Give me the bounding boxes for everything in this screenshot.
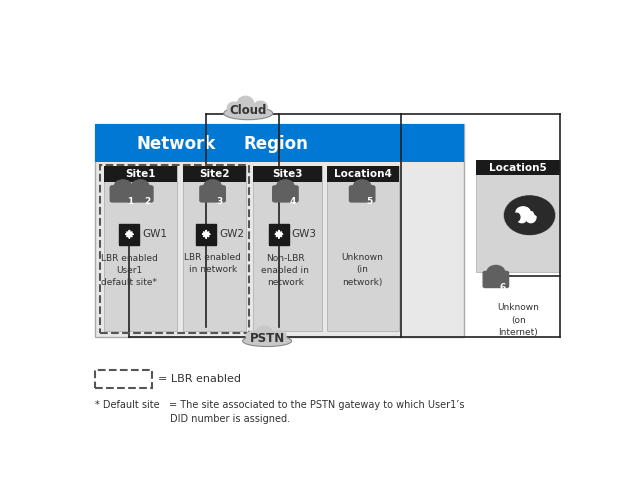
Ellipse shape [534, 207, 543, 216]
Ellipse shape [518, 218, 526, 223]
Text: Region: Region [243, 135, 308, 153]
Bar [104, 166, 177, 331]
Ellipse shape [227, 101, 242, 114]
FancyBboxPatch shape [119, 224, 139, 245]
FancyBboxPatch shape [200, 186, 226, 202]
Text: Unknown
(on
Internet): Unknown (on Internet) [497, 303, 539, 337]
Bar [100, 165, 249, 333]
Text: 4: 4 [289, 197, 296, 206]
Text: PSTN: PSTN [249, 332, 285, 345]
Bar [183, 166, 246, 182]
Text: GW3: GW3 [292, 229, 317, 239]
Bar [104, 166, 177, 182]
Bar [183, 166, 246, 331]
Circle shape [204, 233, 208, 235]
Circle shape [504, 196, 555, 235]
Circle shape [277, 180, 295, 194]
Text: Site1: Site1 [125, 169, 155, 179]
Circle shape [277, 233, 281, 235]
FancyBboxPatch shape [128, 186, 153, 202]
Circle shape [114, 180, 132, 194]
Text: GW1: GW1 [142, 229, 167, 239]
Circle shape [487, 265, 505, 279]
Ellipse shape [514, 213, 520, 221]
Ellipse shape [526, 212, 536, 223]
Text: = LBR enabled: = LBR enabled [158, 374, 241, 384]
Text: LBR enabled
User1
default site*: LBR enabled User1 default site* [101, 254, 158, 288]
Bar [95, 370, 151, 388]
Text: Cloud: Cloud [229, 104, 267, 117]
Circle shape [505, 196, 554, 234]
Text: Unknown
(in
network): Unknown (in network) [341, 253, 383, 287]
Circle shape [128, 233, 131, 235]
Text: 5: 5 [366, 197, 373, 206]
Bar [95, 124, 464, 162]
FancyBboxPatch shape [269, 224, 289, 245]
Text: 1: 1 [127, 197, 133, 206]
Circle shape [132, 180, 150, 194]
Ellipse shape [236, 95, 254, 112]
Text: Site3: Site3 [272, 169, 303, 179]
FancyBboxPatch shape [273, 186, 298, 202]
Text: Non-LBR
enabled in
network: Non-LBR enabled in network [261, 254, 309, 288]
Circle shape [353, 180, 371, 194]
Text: * Default site   = The site associated to the PSTN gateway to which User1’s
    : * Default site = The site associated to … [95, 400, 464, 424]
Bar [476, 160, 560, 175]
Ellipse shape [245, 330, 261, 342]
FancyBboxPatch shape [111, 186, 135, 202]
Bar [253, 166, 321, 182]
Text: Location4: Location4 [334, 169, 392, 179]
Bar [476, 160, 560, 272]
Text: Site2: Site2 [199, 169, 230, 179]
Ellipse shape [243, 335, 291, 347]
Text: 2: 2 [144, 197, 151, 206]
FancyBboxPatch shape [483, 272, 509, 288]
Text: 3: 3 [217, 197, 223, 206]
Text: GW2: GW2 [219, 229, 244, 239]
Bar [253, 166, 321, 331]
FancyBboxPatch shape [196, 224, 216, 245]
Ellipse shape [253, 100, 268, 113]
Circle shape [204, 180, 222, 194]
Bar [328, 166, 399, 182]
Text: Location5: Location5 [489, 163, 547, 173]
Ellipse shape [272, 330, 287, 341]
Ellipse shape [224, 107, 273, 120]
Bar [95, 124, 464, 337]
Text: 6: 6 [500, 283, 506, 292]
Text: LBR enabled
in network: LBR enabled in network [184, 252, 241, 274]
Ellipse shape [256, 326, 273, 339]
Bar [328, 166, 399, 331]
Ellipse shape [516, 207, 530, 218]
FancyBboxPatch shape [350, 186, 375, 202]
Text: Network: Network [137, 135, 216, 153]
